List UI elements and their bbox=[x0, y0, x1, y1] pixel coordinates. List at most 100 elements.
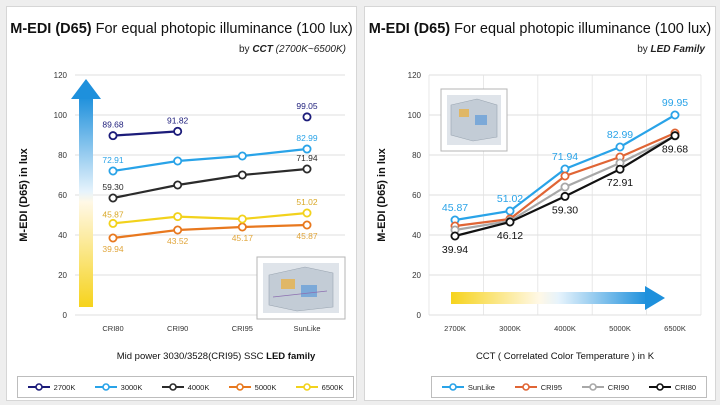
y-tick-label: 40 bbox=[58, 231, 67, 240]
data-label-cri80: 89.68 bbox=[662, 144, 688, 156]
data-point-4000k bbox=[302, 164, 312, 174]
right-title-rest: For equal photopic illuminance (100 lux) bbox=[450, 21, 712, 37]
legend-item-2700k: 2700K bbox=[27, 382, 76, 392]
legend-item-cri80: CRI80 bbox=[648, 383, 696, 392]
left-subtitle-by: by bbox=[238, 44, 253, 55]
y-tick-label: 40 bbox=[412, 231, 421, 240]
data-point-5000k bbox=[173, 225, 183, 235]
legend-label-5000k: 5000K bbox=[254, 382, 277, 392]
data-point-6500k bbox=[237, 214, 247, 224]
right-title-bold: M-EDI (D65) bbox=[368, 21, 451, 37]
data-point-sunlike bbox=[505, 206, 515, 216]
right-chart-subtitle: by LED Family bbox=[637, 44, 705, 55]
x-tick-label: 3000K bbox=[499, 324, 521, 333]
left-chart-panel: M-EDI (D65) For equal photopic illuminan… bbox=[6, 6, 357, 401]
data-point-sunlike bbox=[670, 110, 680, 120]
legend-label-cri95: CRI95 bbox=[540, 382, 563, 392]
data-label-4000k: 59.30 bbox=[102, 182, 124, 192]
legend-item-4000k: 4000K bbox=[161, 383, 209, 392]
x-tick-label: 4000K bbox=[554, 324, 576, 333]
y-axis-label: M-EDI (D65) in lux bbox=[376, 147, 388, 241]
gradient-arrow-shaft bbox=[451, 292, 647, 304]
legend-label-sunlike: SunLike bbox=[467, 382, 495, 392]
data-label-2700k: 89.68 bbox=[102, 120, 124, 130]
data-point-3000k bbox=[302, 144, 312, 154]
data-point-2700k bbox=[173, 126, 183, 136]
left-title-bold: M-EDI (D65) bbox=[10, 21, 92, 37]
x-tick-label: CRI80 bbox=[102, 324, 123, 333]
data-point-cri90 bbox=[560, 182, 570, 192]
right-subtitle-by: by bbox=[637, 44, 651, 55]
data-point-cri80 bbox=[670, 131, 680, 141]
data-label-6500k: 45.87 bbox=[102, 209, 124, 219]
left-subtitle-range: (2700K~6500K) bbox=[272, 44, 346, 55]
data-label-cri80: 39.94 bbox=[442, 244, 468, 256]
data-point-6500k bbox=[173, 212, 183, 222]
data-label-5000k: 45.17 bbox=[232, 233, 254, 243]
legend-label-cri90: CRI90 bbox=[607, 382, 630, 392]
x-axis-label-prefix: Mid power 3030/3528(CRI95) SSC bbox=[117, 351, 266, 362]
data-point-cri80 bbox=[615, 164, 625, 174]
y-tick-label: 20 bbox=[412, 271, 421, 280]
y-tick-label: 80 bbox=[412, 151, 421, 160]
data-point-3000k bbox=[173, 156, 183, 166]
data-label-cri80: 46.12 bbox=[497, 230, 523, 242]
y-axis-label: M-EDI (D65) in lux bbox=[18, 147, 30, 241]
x-tick-label: SunLike bbox=[293, 324, 320, 333]
left-legend: 2700K 3000K 4000K 5000K 6500K bbox=[17, 376, 354, 398]
data-point-cri80 bbox=[560, 191, 570, 201]
data-point-5000k bbox=[237, 222, 247, 232]
series-line-2700k bbox=[112, 130, 178, 137]
series-line-5000k bbox=[112, 223, 308, 240]
data-label-sunlike: 51.02 bbox=[497, 193, 523, 205]
left-line-chart: 0 20 40 60 80 100 120 CRI80 CRI90 CRI95 SunLike M-E… bbox=[18, 71, 346, 362]
legend-item-cri95: CRI95 bbox=[514, 382, 563, 392]
right-line-chart: 0 20 40 60 80 100 120 2700K 3000K 4000K 5000K 6500K… bbox=[376, 71, 702, 362]
series-line-4000k bbox=[112, 167, 308, 200]
y-tick-label: 120 bbox=[54, 71, 68, 80]
gradient-arrow-head bbox=[71, 79, 101, 99]
y-tick-label: 0 bbox=[417, 311, 422, 320]
y-tick-label: 100 bbox=[54, 111, 68, 120]
legend-item-sunlike: SunLike bbox=[441, 382, 495, 392]
left-chart-subtitle: by CCT (2700K~6500K) bbox=[239, 44, 346, 55]
inset-illustration bbox=[256, 256, 346, 320]
x-tick-label: 5000K bbox=[609, 324, 631, 333]
data-point-4000k bbox=[108, 193, 118, 203]
legend-item-3000k: 3000K bbox=[94, 383, 142, 392]
data-point-5000k bbox=[108, 233, 118, 243]
data-label-sunlike: 71.94 bbox=[552, 151, 578, 163]
y-tick-label: 80 bbox=[58, 151, 67, 160]
data-point-sunlike bbox=[615, 142, 625, 152]
data-label-cri80: 59.30 bbox=[552, 204, 578, 216]
data-point-4000k bbox=[237, 170, 247, 180]
x-tick-label: 2700K bbox=[444, 324, 466, 333]
data-point-3000k bbox=[108, 166, 118, 176]
data-label-sunlike: 99.95 bbox=[662, 97, 688, 109]
legend-item-cri90: CRI90 bbox=[581, 382, 630, 392]
left-title-rest: For equal photopic illuminance (100 lux) bbox=[91, 21, 353, 37]
data-point-6500k bbox=[108, 218, 118, 228]
data-point-4000k bbox=[173, 180, 183, 190]
data-label-5000k: 43.52 bbox=[167, 236, 189, 246]
x-tick-label: 6500K bbox=[664, 324, 686, 333]
data-point-cri80 bbox=[450, 231, 460, 241]
right-chart-panel: M-EDI (D65) For equal photopic illuminan… bbox=[364, 6, 716, 401]
left-chart-title: M-EDI (D65) For equal photopic illuminan… bbox=[7, 21, 356, 37]
legend-label-2700k: 2700K bbox=[53, 382, 76, 392]
data-point-6500k bbox=[302, 208, 312, 218]
x-axis-label: Mid power 3030/3528(CRI95) SSC LED famil… bbox=[117, 351, 316, 362]
legend-item-6500k: 6500K bbox=[295, 383, 343, 392]
data-point-2700k bbox=[302, 112, 312, 122]
data-point-cri80 bbox=[505, 217, 515, 227]
y-tick-label: 100 bbox=[408, 111, 422, 120]
y-tick-label: 20 bbox=[58, 271, 67, 280]
y-tick-label: 0 bbox=[63, 311, 68, 320]
data-label-4000k: 71.94 bbox=[296, 153, 318, 163]
legend-item-5000k: 5000K bbox=[228, 382, 277, 392]
data-label-2700k: 91.82 bbox=[167, 115, 189, 125]
data-label-sunlike: 82.99 bbox=[607, 129, 633, 141]
data-label-5000k: 45.87 bbox=[296, 231, 318, 241]
data-point-5000k bbox=[302, 220, 312, 230]
right-subtitle-key: LED Family bbox=[650, 44, 705, 55]
